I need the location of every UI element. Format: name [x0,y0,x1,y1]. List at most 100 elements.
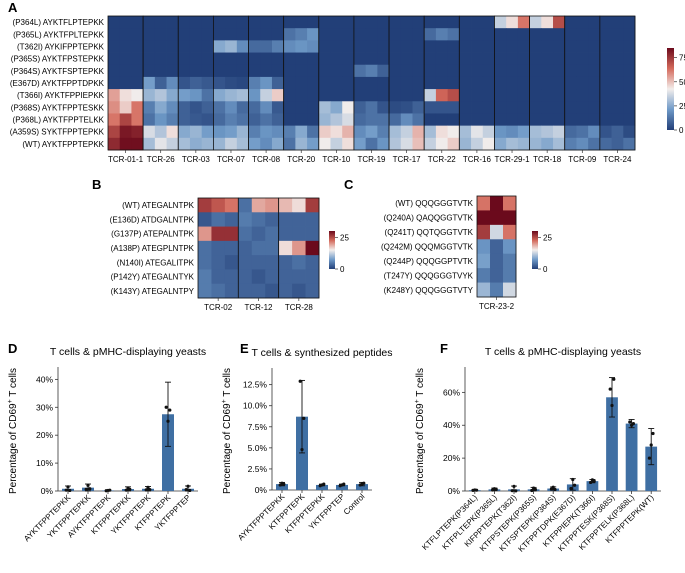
y-tick-label: 7.5% [248,422,268,432]
heat-cell [447,16,460,29]
heat-cell [224,240,239,256]
heat-cell [611,113,624,127]
y-axis-label: Percentage of CD69+ T cells [7,368,19,494]
bar [586,481,599,491]
heat-cell [283,113,296,127]
heat-cell [292,198,306,213]
heat-cell [400,113,413,127]
heat-cell [201,125,214,139]
heat-cell [154,125,167,139]
data-point [342,482,346,486]
heat-cell [178,64,191,78]
data-point [124,488,128,492]
row-label: (A359S) SYKTFPPTEPKK [10,128,105,137]
heat-cell [389,137,402,151]
heat-cell [318,40,331,53]
tcr-group: TCR-28 [278,197,320,312]
tcr-group: TCR-29-1 [494,15,530,164]
heat-cell [236,76,249,90]
heat-cell [271,137,285,151]
heat-cell [224,212,239,227]
heat-cell [198,212,212,227]
heat-cell [131,76,144,90]
heat-cell [553,101,566,114]
heat-cell [178,101,191,114]
tcr-group: TCR-17 [388,15,425,164]
heat-cell [213,89,226,102]
heatmap-b: (WT) ATEGALNTPK (E136D) ATDGALNTPK (G137P)… [110,197,349,312]
heat-cell [295,101,308,114]
tcr-group: TCR-19 [353,15,390,164]
colorbar-tick-label: 25 [679,102,685,111]
heat-cell [278,255,293,270]
panel-label-a: A [8,0,18,15]
heat-cell [553,125,566,139]
heat-cell [292,226,306,242]
heat-cell [271,113,285,127]
row-label: (N140I) ATEGALITPK [117,258,195,267]
heat-cell [278,226,293,242]
heat-cell [260,125,273,139]
heat-cell [412,137,425,151]
heat-cell [459,16,472,29]
heat-cell [108,89,121,102]
heat-cell [611,40,624,53]
heat-cell [424,137,437,151]
heat-cell [131,89,144,102]
row-label: (WT) ATEGALNTPK [122,201,195,210]
group-label: TCR-20 [287,155,316,164]
heat-cell [389,101,402,114]
heat-cell [225,52,238,66]
heat-cell [588,89,601,102]
heat-cell [342,101,355,114]
heat-cell [283,16,296,29]
heat-cell [318,16,331,29]
heat-cell [424,113,437,127]
heat-cell [189,52,203,66]
heat-cell [201,137,214,151]
heat-cell [260,101,273,114]
heat-cell [611,28,624,41]
heat-cell [330,113,343,127]
group-label: TCR-09 [568,155,597,164]
heat-cell [459,28,472,41]
heat-cell [108,76,121,90]
heat-cell [482,101,495,114]
heat-cell [377,113,390,127]
heat-cell [283,52,296,66]
heat-cell [564,64,577,78]
heat-cell [377,125,390,139]
heat-cell [506,113,519,127]
heat-cell [576,16,589,29]
heat-cell [271,125,285,139]
heat-cell [506,89,519,102]
heat-cell [588,113,601,127]
row-label: (T362I) AYKIFPPTEPKK [17,42,105,51]
heat-cell [506,40,519,53]
heat-cell [143,113,156,127]
heat-cell [353,28,367,41]
heat-cell [541,28,554,41]
heat-cell [143,40,156,53]
heat-cell [553,89,566,102]
data-point [571,477,575,482]
heat-cell [265,212,280,227]
heat-cell [564,113,577,127]
row-label: (T366I) AYKTFPPIEPKK [17,91,105,100]
heat-cell [295,113,308,127]
colorbar: 0 25 [329,231,349,274]
heat-cell [271,89,285,102]
heat-cell [471,52,484,66]
heat-cell [494,28,507,41]
heat-cell [236,137,249,151]
colorbar-tick-label: 25 [543,233,552,242]
heat-cell [278,240,293,256]
heat-cell [342,64,355,78]
heat-cell [435,16,449,29]
heat-cell [330,64,343,78]
heat-cell [599,64,612,78]
heat-cell [295,52,308,66]
data-point [302,416,306,420]
heat-cell [283,89,296,102]
tcr-group: TCR-23-2 [476,195,517,311]
